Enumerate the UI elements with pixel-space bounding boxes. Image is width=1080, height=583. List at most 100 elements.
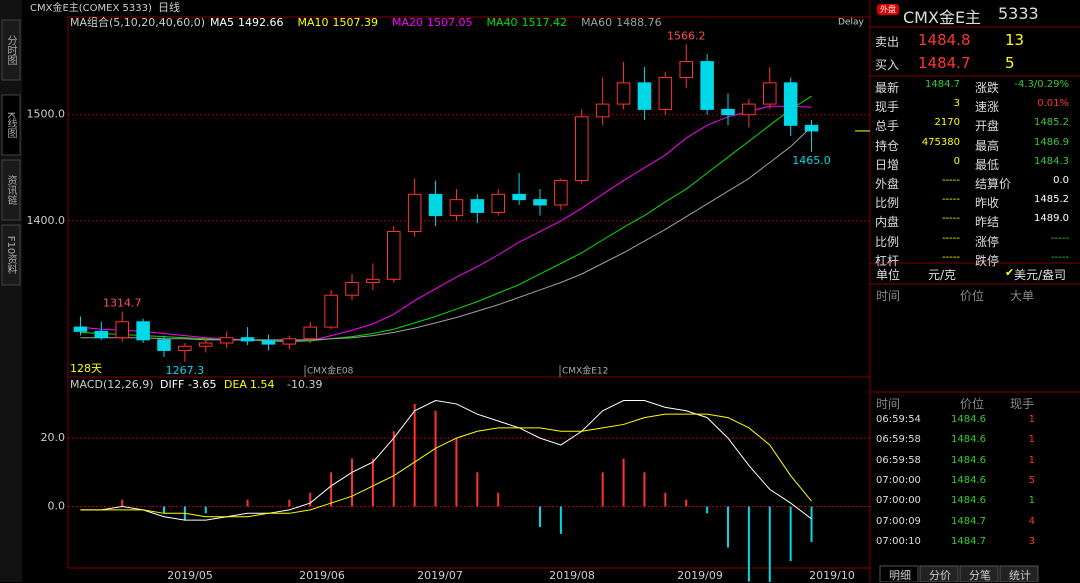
trade-time: 07:00:00 <box>876 495 921 507</box>
ma-legend: MA10 <box>298 16 329 29</box>
ma-legend: MA60 <box>581 16 612 29</box>
stat-label: 外盘 <box>875 177 900 191</box>
candle-body <box>282 338 297 345</box>
column-header: 价位 <box>960 397 985 411</box>
quote-title: CMX金E主 <box>903 8 982 27</box>
candle-body <box>721 108 735 116</box>
macd-legend: -10.39 <box>287 378 322 391</box>
side-tab-label: 资讯链 <box>5 175 17 205</box>
stat-value: 1489.0 <box>1034 213 1069 225</box>
trade-volume: 5 <box>1028 474 1035 486</box>
price: 1484.7 <box>918 54 971 72</box>
x-tick-label: 2019/07 <box>417 569 463 582</box>
trade-time: 07:00:00 <box>876 474 921 486</box>
bottom-tab-label[interactable]: 统计 <box>1009 569 1031 582</box>
price-annotation: 1314.7 <box>103 296 142 309</box>
macd-line <box>80 413 812 518</box>
candle-body <box>345 281 359 296</box>
stat-label: 日增 <box>875 157 900 172</box>
candle-body <box>449 199 464 217</box>
candle-body <box>178 345 192 351</box>
stat-label: 内盘 <box>875 215 900 230</box>
candle-body <box>366 278 380 283</box>
bottom-tab-label[interactable]: 分价 <box>929 569 951 582</box>
stat-value: ----- <box>941 251 960 263</box>
bottom-tab-label[interactable]: 明细 <box>889 569 911 582</box>
contract-label: CMX金E12 <box>562 365 608 377</box>
macd-legend: DIFF <box>160 378 184 391</box>
ma-line <box>80 126 812 341</box>
contract-label: CMX金E08 <box>307 365 354 377</box>
side-tab-label: 分时图 <box>5 35 17 66</box>
trade-price: 1484.6 <box>951 454 986 466</box>
trade-volume: 4 <box>1028 515 1035 527</box>
unit-option[interactable]: 元/克 <box>928 268 957 282</box>
trade-volume: 1 <box>1028 414 1035 425</box>
trade-volume: 1 <box>1028 454 1035 466</box>
candle-body <box>303 326 317 340</box>
candle-body <box>533 199 547 206</box>
candle-body <box>783 82 798 126</box>
volume: 13 <box>1005 31 1025 49</box>
candle-body <box>763 82 777 105</box>
stat-value: 1485.2 <box>1034 194 1069 206</box>
column-header: 现手 <box>1010 397 1035 411</box>
candle-body <box>804 124 819 132</box>
trade-time: 06:59:58 <box>876 454 921 466</box>
trade-time: 07:00:09 <box>876 515 921 527</box>
trade-volume: 1 <box>1028 495 1035 507</box>
label: 买入 <box>875 58 900 72</box>
ma-line <box>80 105 812 343</box>
side-tab[interactable] <box>1 159 21 221</box>
ma-label: MA组合(5,10,20,40,60,0) <box>70 15 205 29</box>
stat-value: ----- <box>941 213 960 225</box>
ma-legend-value: 1492.66 <box>238 16 284 29</box>
stat-label: 跌停 <box>975 253 1000 268</box>
trade-price: 1484.6 <box>951 434 986 446</box>
macd-legend: MACD(12,26,9) <box>70 378 154 391</box>
candle-body <box>428 193 443 217</box>
stat-value: 0.0 <box>1053 175 1069 186</box>
bottom-tab-label[interactable]: 分笔 <box>969 569 991 582</box>
stat-label: 结算价 <box>975 177 1012 191</box>
bottom-tab[interactable] <box>959 565 999 582</box>
trade-price: 1484.6 <box>951 474 986 486</box>
quote-code: 5333 <box>998 4 1039 23</box>
stat-label: 最新 <box>875 81 900 95</box>
candle-body <box>595 103 610 118</box>
price: 1484.8 <box>918 31 971 49</box>
side-tab-label: K线图 <box>5 112 17 139</box>
candle-body <box>407 193 422 233</box>
price-annotation: 1267.3 <box>166 364 205 377</box>
ma-legend-value: 1507.39 <box>333 16 379 29</box>
days: 128天 <box>70 362 102 375</box>
bottom-tab[interactable] <box>919 565 959 582</box>
trade-volume: 3 <box>1028 535 1035 547</box>
stat-label: 昨收 <box>975 196 1000 211</box>
side-tab[interactable] <box>1 94 21 156</box>
price-annotation: 1465.0 <box>792 154 831 167</box>
stat-label: 昨结 <box>975 215 1000 230</box>
bottom-tab[interactable] <box>999 565 1039 582</box>
side-tab[interactable] <box>1 19 21 81</box>
check: ✔ <box>1005 266 1014 279</box>
ma-legend: MA5 <box>210 16 234 29</box>
candle-body <box>240 337 255 342</box>
candle-body <box>700 61 714 110</box>
chart-title: CMX金E主(COMEX 5333) <box>30 1 152 14</box>
column-header: 大单 <box>1010 289 1035 303</box>
unit-option[interactable]: 美元/盎司 <box>1014 268 1067 282</box>
stat-label: 比例 <box>875 196 900 211</box>
side-tab-label: F10资料 <box>5 236 17 275</box>
delay: Delay <box>838 18 864 28</box>
bottom-tab[interactable] <box>879 565 919 582</box>
y-tick-label: 1500.0 <box>27 108 66 121</box>
candle-body <box>554 180 568 206</box>
side-tab[interactable] <box>1 224 21 286</box>
macd-legend: -3.65 <box>188 378 216 391</box>
candle-body <box>491 193 505 213</box>
stat-label: 最低 <box>975 157 1000 172</box>
candle-body <box>575 116 589 182</box>
